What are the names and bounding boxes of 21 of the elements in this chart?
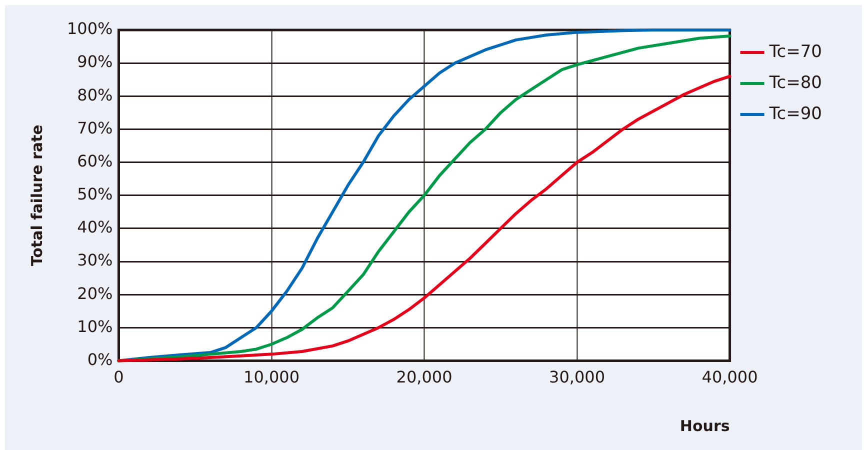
x-axis-title: Hours bbox=[680, 416, 730, 435]
y-tick-label: 40% bbox=[77, 218, 113, 237]
legend-label: Tc=70 bbox=[768, 42, 822, 62]
x-tick-label: 40,000 bbox=[702, 368, 758, 387]
y-tick-label: 20% bbox=[77, 284, 113, 303]
y-tick-label: 0% bbox=[87, 350, 113, 369]
legend-label: Tc=80 bbox=[768, 72, 822, 93]
x-tick-label: 30,000 bbox=[549, 368, 606, 387]
y-tick-label: 50% bbox=[77, 184, 113, 204]
legend-label: Tc=90 bbox=[768, 104, 822, 124]
y-tick-label: 10% bbox=[77, 316, 113, 336]
y-tick-label: 30% bbox=[77, 250, 113, 270]
y-tick-label: 80% bbox=[77, 85, 113, 104]
y-axis-title: Total failure rate bbox=[28, 124, 46, 266]
x-tick-label: 20,000 bbox=[396, 368, 452, 387]
y-tick-label: 90% bbox=[77, 52, 113, 72]
y-tick-label: 100% bbox=[66, 19, 113, 38]
y-tick-label: 60% bbox=[77, 151, 113, 170]
y-tick-label: 70% bbox=[77, 118, 113, 138]
x-tick-label: 0 bbox=[114, 368, 124, 387]
x-tick-label: 10,000 bbox=[244, 368, 300, 387]
